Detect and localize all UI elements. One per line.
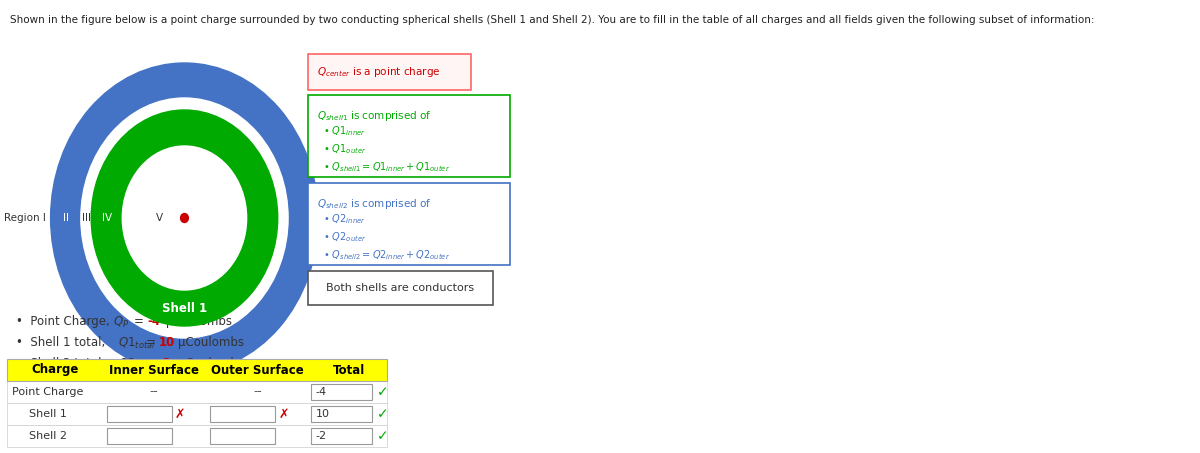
Text: Shell 2: Shell 2 <box>162 385 208 397</box>
FancyBboxPatch shape <box>308 271 493 305</box>
Text: Both shells are conductors: Both shells are conductors <box>326 283 474 293</box>
FancyBboxPatch shape <box>7 425 388 447</box>
Text: ✓: ✓ <box>377 407 389 421</box>
Text: $Q1_{total}$: $Q1_{total}$ <box>118 336 156 351</box>
FancyBboxPatch shape <box>7 381 388 403</box>
Text: ✗: ✗ <box>175 408 186 420</box>
Text: Shell 2: Shell 2 <box>29 431 67 441</box>
Text: Shown in the figure below is a point charge surrounded by two conducting spheric: Shown in the figure below is a point cha… <box>10 15 1094 25</box>
Text: Inner Surface: Inner Surface <box>109 363 199 376</box>
Text: -2: -2 <box>158 357 172 370</box>
Text: -4: -4 <box>148 315 161 328</box>
Text: Point Charge: Point Charge <box>12 387 83 397</box>
FancyBboxPatch shape <box>7 359 388 381</box>
Text: ✓: ✓ <box>377 429 389 443</box>
Text: Charge: Charge <box>31 363 79 376</box>
Text: V: V <box>156 213 163 223</box>
Text: •  Shell 1 total,: • Shell 1 total, <box>16 336 109 349</box>
Text: Outer Surface: Outer Surface <box>211 363 305 376</box>
FancyBboxPatch shape <box>311 406 372 422</box>
Text: -4: -4 <box>316 387 326 397</box>
FancyBboxPatch shape <box>107 428 172 444</box>
Text: ✗: ✗ <box>278 408 289 420</box>
Circle shape <box>50 63 318 373</box>
Text: • $Q_{shell2} = Q2_{inner} + Q2_{outer}$: • $Q_{shell2} = Q2_{inner} + Q2_{outer}$ <box>323 248 450 262</box>
Text: Region I: Region I <box>5 213 47 223</box>
Circle shape <box>180 213 188 222</box>
Text: 10: 10 <box>316 409 330 419</box>
Text: μCoulombs: μCoulombs <box>167 315 233 328</box>
Text: $Q2_{total}$: $Q2_{total}$ <box>118 357 156 372</box>
Text: • $Q2_{inner}$: • $Q2_{inner}$ <box>323 212 365 226</box>
Text: III: III <box>82 213 90 223</box>
FancyBboxPatch shape <box>308 183 510 265</box>
Text: • $Q2_{outer}$: • $Q2_{outer}$ <box>323 230 366 244</box>
Text: -2: -2 <box>316 431 326 441</box>
Text: μCoulombs: μCoulombs <box>179 357 245 370</box>
Text: • $Q1_{inner}$: • $Q1_{inner}$ <box>323 124 365 138</box>
FancyBboxPatch shape <box>308 95 510 177</box>
Circle shape <box>80 98 288 338</box>
FancyBboxPatch shape <box>210 428 275 444</box>
Text: Shell 1: Shell 1 <box>29 409 67 419</box>
Text: ✓: ✓ <box>377 385 389 399</box>
Text: IV: IV <box>102 213 112 223</box>
FancyBboxPatch shape <box>7 403 388 425</box>
Text: $Q_{shell1}$ is comprised of: $Q_{shell1}$ is comprised of <box>317 109 431 123</box>
FancyBboxPatch shape <box>311 384 372 400</box>
Text: $Q_{shell2}$ is comprised of: $Q_{shell2}$ is comprised of <box>317 197 431 211</box>
Text: Shell 1: Shell 1 <box>162 302 208 314</box>
Text: $Q_P$: $Q_P$ <box>113 315 128 330</box>
FancyBboxPatch shape <box>210 406 275 422</box>
Text: • $Q1_{outer}$: • $Q1_{outer}$ <box>323 142 366 156</box>
Text: 10: 10 <box>158 336 175 349</box>
FancyBboxPatch shape <box>311 428 372 444</box>
FancyBboxPatch shape <box>107 406 172 422</box>
Text: =: = <box>145 357 160 370</box>
Circle shape <box>122 146 247 290</box>
Circle shape <box>91 110 277 326</box>
Text: $Q_{center}$ is a point charge: $Q_{center}$ is a point charge <box>317 65 440 79</box>
Text: =: = <box>133 315 148 328</box>
Text: •  Point Charge,: • Point Charge, <box>16 315 114 328</box>
Text: Total: Total <box>332 363 365 376</box>
Text: --: -- <box>150 386 158 399</box>
Text: II: II <box>62 213 68 223</box>
Text: μCoulombs: μCoulombs <box>179 336 245 349</box>
Text: --: -- <box>253 386 263 399</box>
FancyBboxPatch shape <box>308 54 472 90</box>
Text: • $Q_{shell1} = Q1_{inner} + Q1_{outer}$: • $Q_{shell1} = Q1_{inner} + Q1_{outer}$ <box>323 160 450 174</box>
Text: =: = <box>145 336 160 349</box>
Text: •  Shell 2 total,: • Shell 2 total, <box>16 357 109 370</box>
